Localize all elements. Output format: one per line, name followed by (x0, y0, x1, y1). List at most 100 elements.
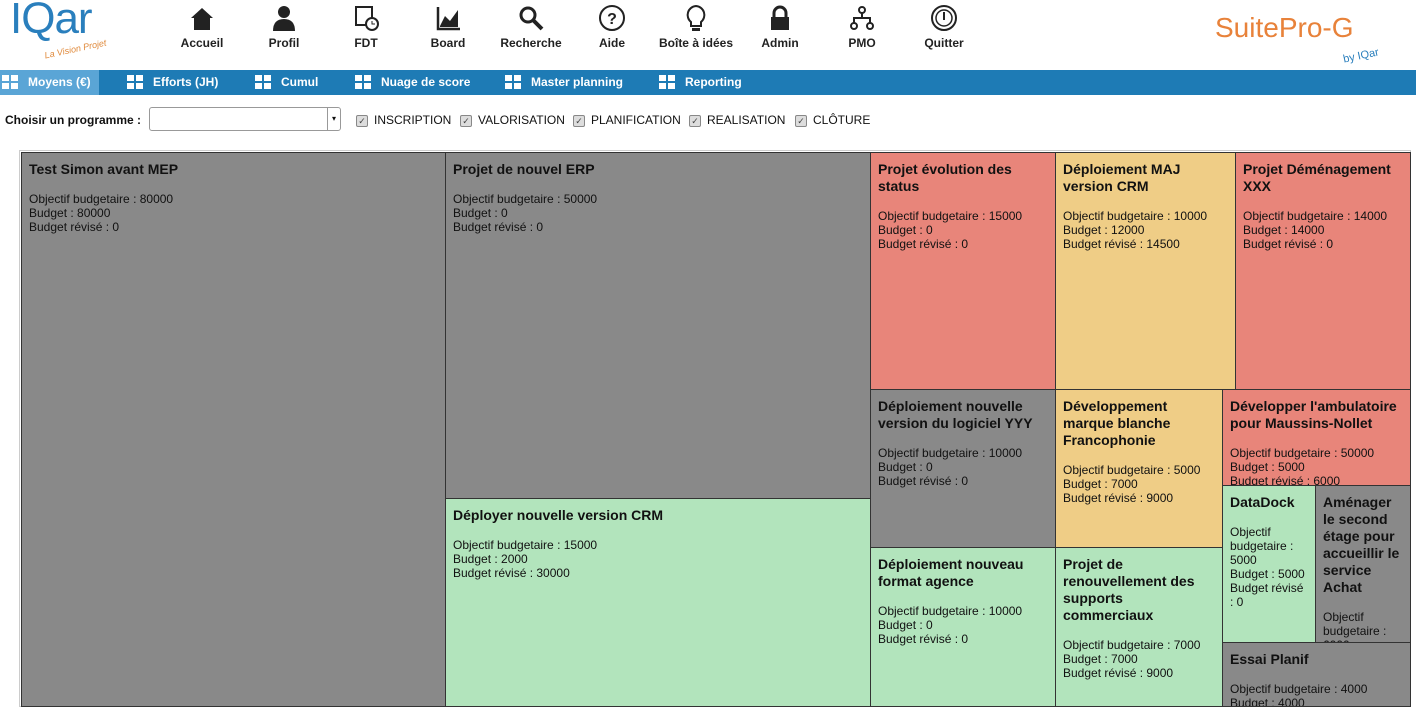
tile-title: Test Simon avant MEP (29, 161, 179, 177)
checkbox[interactable]: ✓ (689, 115, 701, 127)
tile[interactable]: Projet évolution des status Objectif budg… (870, 152, 1056, 390)
checkbox[interactable]: ✓ (356, 115, 368, 127)
nav-item[interactable]: ? Aide (567, 4, 657, 50)
nav-label: Admin (761, 36, 799, 50)
select-arrow: ▾ (327, 108, 340, 130)
tile[interactable]: Essai Planif Objectif budgetaire : 4000 Bu… (1222, 642, 1411, 707)
tile-line: Budget révisé : 0 (878, 474, 969, 488)
tab-icon (505, 75, 521, 89)
phase-label: CLÔTURE (813, 113, 871, 127)
icon (355, 6, 379, 31)
tab-bar: Moyens (€) Efforts (JH) Cumul Nuage de scor… (0, 70, 1416, 95)
tile-line: Budget : 0 (878, 618, 933, 632)
tile[interactable]: Projet Déménagement XXX Objectif budgetai… (1235, 152, 1411, 390)
tile-line: Budget : 0 (878, 460, 933, 474)
tile-line: Budget révisé : 30000 (453, 566, 570, 580)
nav-label: Aide (598, 36, 625, 50)
program-select[interactable]: ▾ (149, 107, 341, 131)
tile[interactable]: Développer l'ambulatoire pour Maussins-N… (1222, 389, 1411, 486)
tile[interactable]: Projet de renouvellement des supports co… (1055, 547, 1223, 707)
tab[interactable]: Reporting (657, 70, 757, 95)
tab-label: Master planning (531, 75, 624, 89)
icon (686, 4, 706, 31)
logo[interactable]: IQar (10, 0, 93, 43)
tile-line: Objectif budgetaire : 4000 (1230, 682, 1368, 696)
nav-label: Profil (268, 36, 300, 50)
icon (850, 6, 874, 30)
nav-item[interactable]: Quitter (899, 4, 989, 50)
tile-line: Budget : 2000 (453, 552, 528, 566)
tab[interactable]: Nuage de score (353, 70, 483, 95)
tile-line: Objectif budgetaire : 10000 (1063, 209, 1208, 223)
tab[interactable]: Cumul (253, 70, 333, 95)
tile-title: Projet évolution des status (878, 161, 1012, 194)
tab[interactable]: Efforts (JH) (125, 70, 235, 95)
tab[interactable]: Moyens (€) (0, 70, 99, 95)
tile[interactable]: Développement marque blanche Francophoni… (1055, 389, 1223, 548)
tab-icon (127, 75, 143, 89)
tab[interactable]: Master planning (503, 70, 643, 95)
tile-title: Projet de nouvel ERP (453, 161, 595, 177)
tile[interactable]: Aménager le second étage pour accueillir… (1315, 485, 1411, 643)
nav-item[interactable]: Recherche (486, 4, 576, 50)
nav-item[interactable]: Accueil (157, 4, 247, 50)
tile-line: Budget : 14000 (1243, 223, 1325, 237)
tile-line: Objectif budgetaire : 50000 (1230, 446, 1375, 460)
tile-line: Budget révisé : 9000 (1063, 491, 1174, 505)
filter-label: Choisir un programme : (5, 113, 142, 127)
tile[interactable]: Déploiement MAJ version CRM Objectif budg… (1055, 152, 1236, 390)
tile[interactable]: Projet de nouvel ERP Objectif budgetaire … (445, 152, 871, 499)
checkbox[interactable]: ✓ (795, 115, 807, 127)
tile-line: Budget révisé : 6000 (1230, 474, 1341, 486)
tile-title: Déploiement nouveau format agence (878, 556, 1024, 589)
checkbox[interactable]: ✓ (460, 115, 472, 127)
tile-line: Budget révisé : 0 (878, 237, 969, 251)
tile-line: Objectif budgetaire : 7000 (1063, 638, 1201, 652)
tile[interactable]: Test Simon avant MEP Objectif budgetaire … (21, 152, 446, 707)
tile[interactable]: Déployer nouvelle version CRM Objectif bu… (445, 498, 871, 707)
tile-line: Budget : 7000 (1063, 477, 1138, 491)
tile-title: Développer l'ambulatoire pour Maussins-N… (1230, 398, 1397, 431)
tab-label: Efforts (JH) (153, 75, 219, 89)
tile-line: Budget révisé : 0 (1230, 581, 1304, 609)
tile-line: Objectif budgetaire : 15000 (878, 209, 1023, 223)
tile[interactable]: DataDock Objectif budgetaire : 5000 Budget… (1222, 485, 1316, 643)
tile-line: Objectif budgetaire : 50000 (453, 192, 598, 206)
icon: ? (599, 5, 625, 31)
tab-label: Reporting (685, 75, 742, 89)
nav-item[interactable]: Profil (239, 4, 329, 50)
tile[interactable]: Déploiement nouvelle version du logiciel… (870, 389, 1056, 548)
tile-title: Développement marque blanche Francophoni… (1063, 398, 1171, 448)
tile[interactable]: Déploiement nouveau format agence Objecti… (870, 547, 1056, 707)
tile-title: Déploiement nouvelle version du logiciel… (878, 398, 1033, 431)
tab-label: Cumul (281, 75, 319, 89)
nav-label: FDT (354, 36, 378, 50)
tile-line: Objectif budgetaire : 5000 (1230, 525, 1294, 567)
nav-label: Board (430, 36, 466, 50)
tile-line: Objectif budgetaire : 10000 (878, 446, 1023, 460)
nav-item[interactable]: FDT (321, 4, 411, 50)
nav-item[interactable]: Admin (735, 4, 825, 50)
tile-line: Budget : 0 (453, 206, 508, 220)
tile-line: Objectif budgetaire : 10000 (878, 604, 1023, 618)
phase-label: REALISATION (707, 113, 786, 127)
tile-line: Budget : 7000 (1063, 652, 1138, 666)
tab-icon (2, 75, 18, 89)
tile-line: Budget révisé : 0 (453, 220, 544, 234)
tab-label: Moyens (€) (28, 75, 91, 89)
nav-item[interactable]: Board (403, 4, 493, 50)
checkbox[interactable]: ✓ (573, 115, 585, 127)
nav-item[interactable]: Boîte à idées (651, 4, 741, 50)
tile-title: Essai Planif (1230, 651, 1309, 667)
tile-title: Aménager le second étage pour accueillir… (1323, 494, 1400, 595)
filter-bar: Choisir un programme : ▾ ✓ INSCRIPTION ✓ VA… (0, 95, 1416, 140)
nav-item[interactable]: PMO (817, 4, 907, 50)
tile-line: Budget : 0 (878, 223, 933, 237)
tab-icon (659, 75, 675, 89)
nav-label: Boîte à idées (658, 36, 734, 50)
tab-icon (355, 75, 371, 89)
tab-label: Nuage de score (381, 75, 471, 89)
tile-title: DataDock (1230, 494, 1295, 510)
tile-line: Budget révisé : 9000 (1063, 666, 1174, 680)
